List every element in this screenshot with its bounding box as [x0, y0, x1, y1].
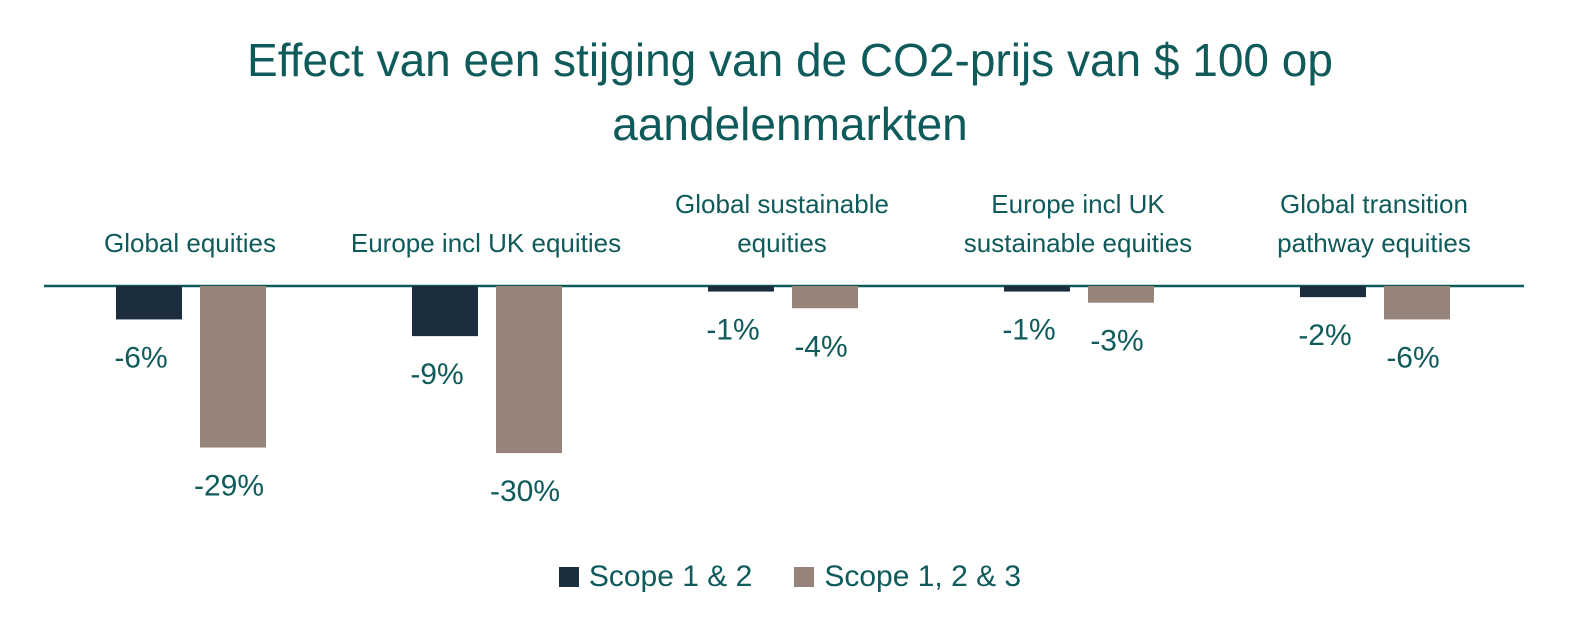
chart-title: Effect van een stijging van de CO2-prijs…	[0, 28, 1580, 156]
legend-label-scope-1-2: Scope 1 & 2	[588, 560, 753, 593]
chart-title-line-2: aandelenmarkten	[612, 98, 968, 150]
value-labels: -6% -9% -1% -1% -2% -29% -30% -4% -3% -6%	[114, 314, 1439, 509]
category-label: Europe incl UK equities	[351, 228, 621, 258]
data-label: -30%	[490, 475, 560, 508]
bar	[412, 286, 478, 337]
legend-label-scope-1-2-3: Scope 1, 2 & 3	[824, 560, 1022, 593]
bar	[1384, 286, 1450, 320]
bar	[1300, 286, 1366, 298]
data-label: -6%	[1386, 341, 1439, 374]
bar	[116, 286, 182, 320]
data-label: -29%	[194, 470, 264, 503]
chart-title-line-1: Effect van een stijging van de CO2-prijs…	[247, 34, 1333, 86]
legend-item-scope-1-2: Scope 1 & 2	[558, 560, 753, 594]
data-label: -1%	[1002, 314, 1055, 347]
category-label: equities	[737, 228, 827, 258]
bar	[792, 286, 858, 309]
category-label: Global equities	[104, 228, 276, 258]
data-label: -4%	[794, 330, 847, 363]
bar	[200, 286, 266, 448]
bar	[1004, 286, 1070, 292]
data-label: -9%	[410, 358, 463, 391]
legend-swatch-scope-1-2-3	[794, 567, 815, 587]
data-label: -2%	[1298, 319, 1351, 352]
bar	[1088, 286, 1154, 303]
bar	[708, 286, 774, 292]
category-labels: Global equities Europe incl UK equities Gl…	[104, 189, 1471, 258]
category-label: Global transition	[1280, 189, 1468, 219]
legend-swatch-scope-1-2	[558, 567, 579, 587]
category-label: sustainable equities	[964, 228, 1192, 258]
category-label: Europe incl UK	[991, 189, 1165, 219]
legend-item-scope-1-2-3: Scope 1, 2 & 3	[794, 560, 1021, 594]
data-label: -3%	[1090, 325, 1143, 358]
bar	[496, 286, 562, 454]
data-label: -1%	[706, 314, 759, 347]
bars	[116, 286, 1450, 454]
legend: Scope 1 & 2 Scope 1, 2 & 3	[0, 560, 1580, 594]
data-label: -6%	[114, 341, 167, 374]
category-label: pathway equities	[1277, 228, 1471, 258]
category-label: Global sustainable	[675, 189, 889, 219]
